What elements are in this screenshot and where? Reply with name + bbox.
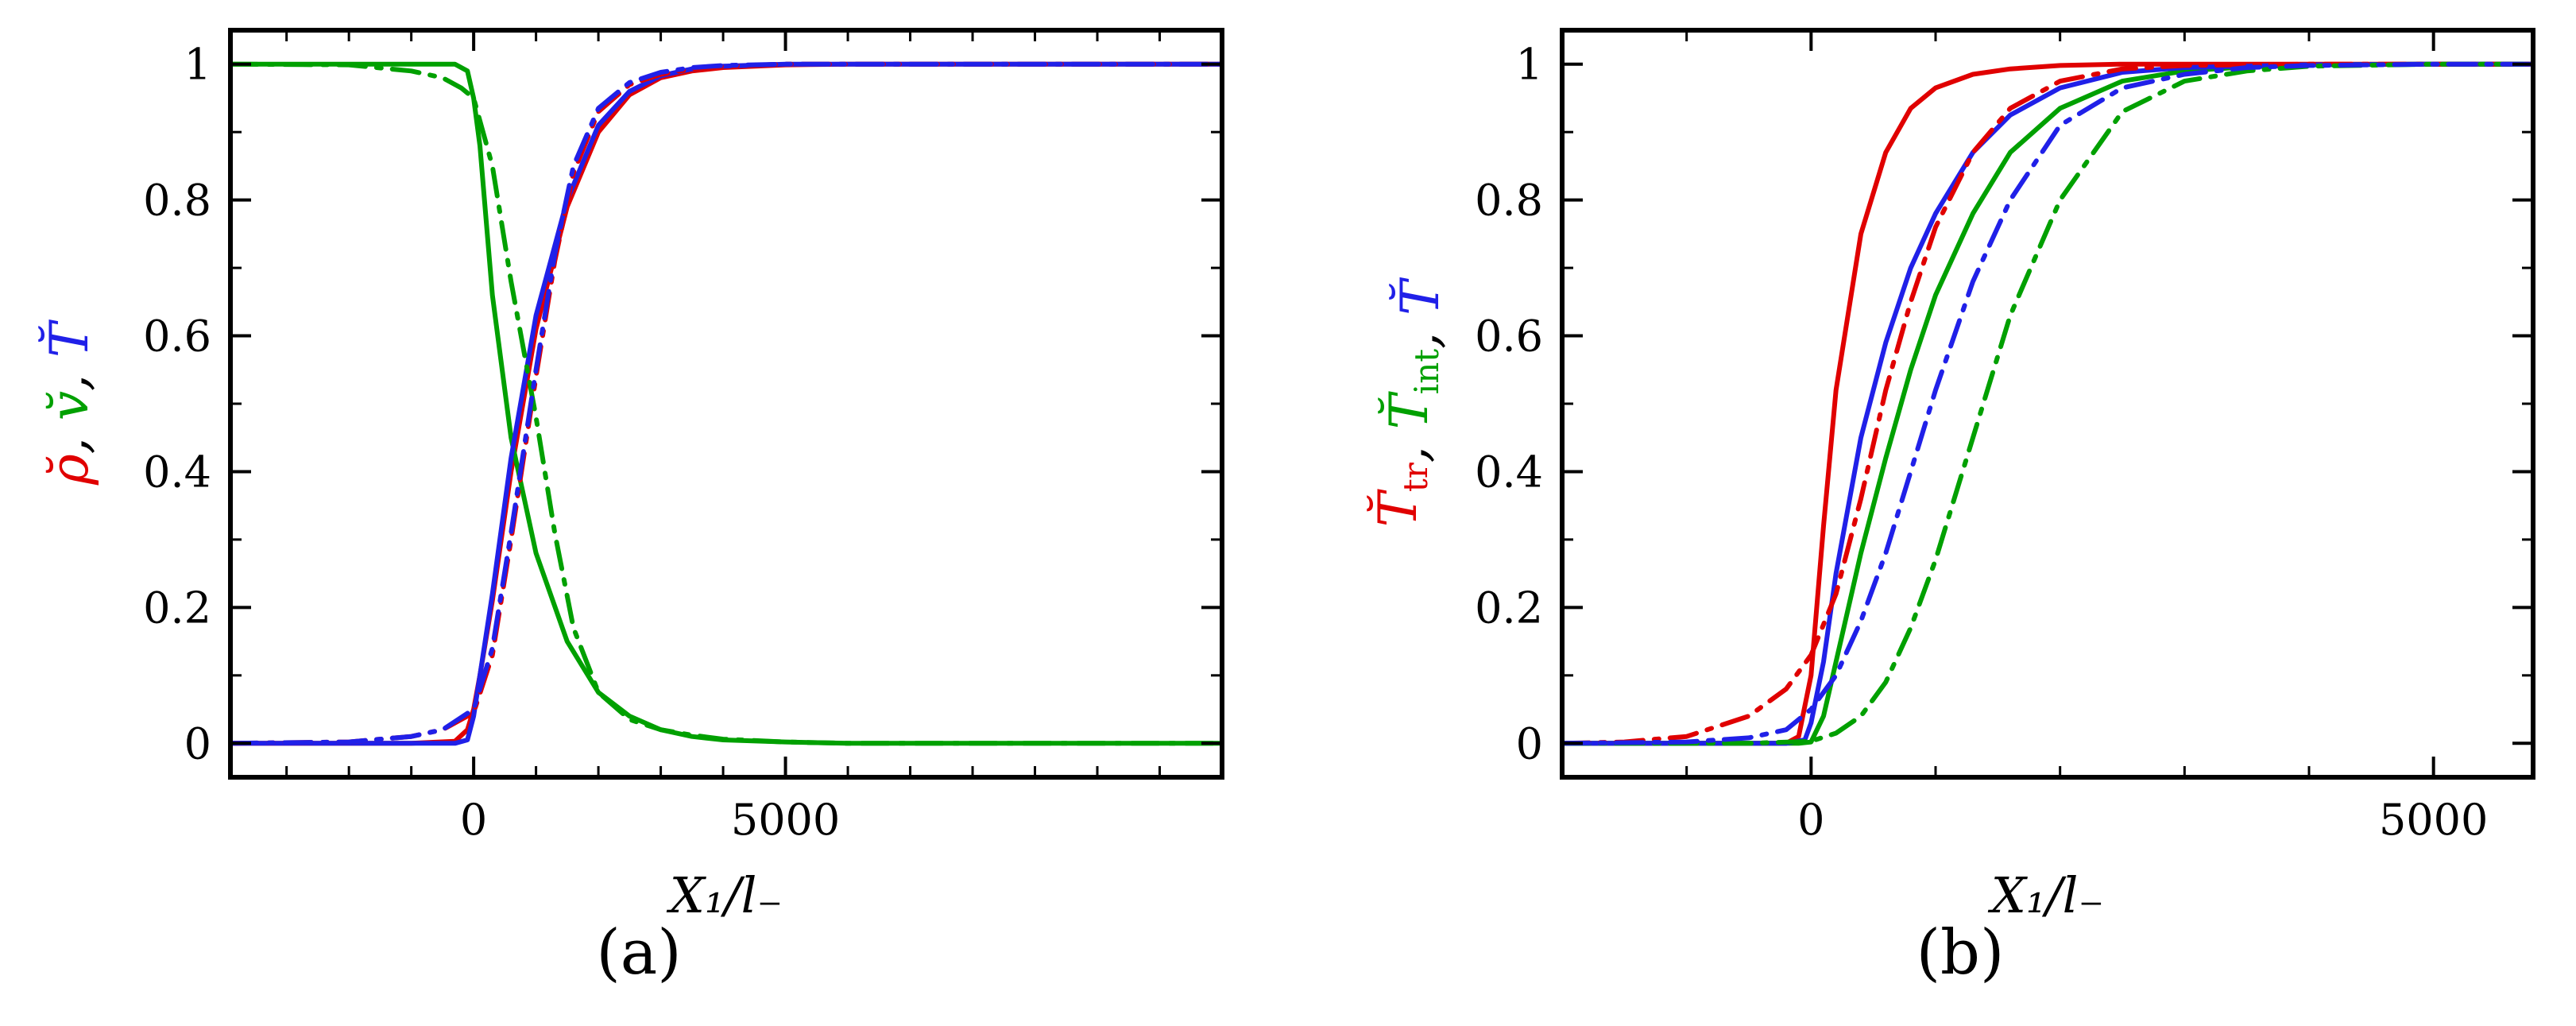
series-line-t_int-dashdot [1562, 61, 2533, 746]
y-tick-label: 0.6 [1475, 312, 1543, 362]
y-axis-title: ρ̆, v̆, T̆ [39, 319, 100, 486]
chart-panel-a: 0 0.2 0.4 0.6 0.8 1 0 5000 X₁/l₋(a) ρ̆, v̆, T̆ [39, 28, 1224, 989]
y-axis-title-part: , [1379, 429, 1440, 463]
chart-panel-b: 0 0.2 0.4 0.6 0.8 1 0 5000 X₁/l₋(b) T̆tr, T̆int, … [1367, 28, 2535, 989]
series-line-v-solid [230, 61, 1222, 746]
y-axis-title-subscript: int [1407, 349, 1446, 394]
panel-label: (b) [1917, 917, 2005, 989]
series-line-t-dashdot [230, 61, 1222, 746]
y-tick-label: 0.8 [143, 176, 211, 226]
x-tick-label: 5000 [2379, 795, 2488, 845]
series-line-t_int-solid [1562, 61, 2533, 746]
y-axis-title-part: T̆ [1367, 488, 1429, 527]
series-line-t_tr-dashdot [1562, 61, 2533, 746]
series-group [1562, 61, 2533, 746]
y-axis-title-part: T̆ [1390, 277, 1451, 316]
y-tick-label: 0.4 [143, 447, 211, 497]
y-tick-label: 0 [1516, 718, 1543, 769]
series-line-rho-dashdot [230, 61, 1222, 746]
y-axis-title-part: v̆ [39, 391, 100, 420]
series-group [230, 61, 1222, 746]
series-line-v-dashdot [230, 61, 1222, 746]
series-line-t_tr-solid [1562, 61, 2533, 746]
y-tick-label: 0.8 [1475, 176, 1543, 226]
y-tick-label: 1 [1516, 40, 1543, 90]
y-tick-label: 1 [184, 40, 211, 90]
y-axis-title: T̆tr, T̆int, T̆ [1367, 277, 1451, 527]
series-line-t-solid [230, 61, 1222, 746]
x-tick-label: 0 [460, 795, 487, 845]
plot-frame [228, 28, 1224, 780]
y-tick-label: 0.6 [143, 312, 211, 362]
series-line-t-solid [1562, 61, 2533, 746]
y-tick-label: 0 [184, 718, 211, 769]
x-tick-label: 5000 [731, 795, 840, 845]
x-tick-label: 0 [1797, 795, 1824, 845]
y-axis-title-part: , [1390, 316, 1451, 349]
series-line-t-dashdot [1562, 61, 2533, 746]
x-axis-title: X₁/l₋ [1988, 866, 2104, 924]
y-axis-title-part: T̆ [1379, 390, 1440, 429]
y-tick-label: 0.2 [1475, 583, 1543, 633]
y-axis-title-part: , [39, 420, 100, 454]
x-axis-title: X₁/l₋ [667, 866, 783, 924]
panel-label: (a) [596, 917, 681, 989]
series-line-rho-solid [230, 61, 1222, 746]
y-axis-title-part: , [39, 358, 100, 391]
y-axis-title-part: T̆ [39, 319, 100, 358]
y-tick-label: 0.4 [1475, 447, 1543, 497]
y-axis-title-part: ρ̆ [39, 454, 100, 486]
y-axis-title-subscript: tr [1396, 462, 1435, 492]
y-tick-label: 0.2 [143, 583, 211, 633]
